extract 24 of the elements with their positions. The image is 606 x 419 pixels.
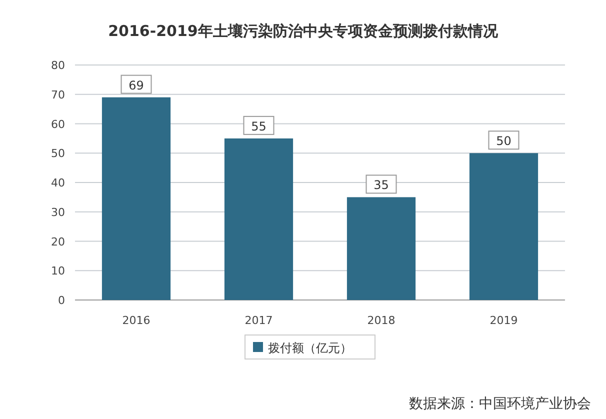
bar <box>469 153 538 300</box>
legend-label: 拨付额（亿元） <box>268 341 352 355</box>
data-label: 35 <box>374 178 389 192</box>
y-tick-label: 10 <box>51 264 65 278</box>
bar <box>224 138 294 300</box>
x-tick-label: 2018 <box>367 314 396 327</box>
data-label: 55 <box>251 119 266 134</box>
bar <box>346 197 416 300</box>
x-tick-label: 2017 <box>244 314 273 327</box>
y-tick-label: 50 <box>51 147 65 160</box>
y-tick-label: 80 <box>51 59 65 72</box>
bar <box>102 97 171 300</box>
y-tick-label: 0 <box>58 294 65 307</box>
x-tick-label: 2019 <box>490 314 518 327</box>
data-label: 50 <box>496 134 512 148</box>
source-note: 数据来源：中国环境产业协会 <box>409 396 591 412</box>
x-tick-label: 2016 <box>122 314 150 327</box>
data-label: 69 <box>128 78 144 92</box>
y-tick-label: 60 <box>51 118 65 131</box>
y-tick-label: 40 <box>51 176 65 190</box>
y-tick-label: 70 <box>51 88 65 102</box>
y-tick-label: 20 <box>51 235 65 248</box>
y-tick-label: 30 <box>51 206 65 219</box>
chart-title: 2016-2019年土壤污染防治中央专项资金预测拨付款情况 <box>108 22 499 40</box>
